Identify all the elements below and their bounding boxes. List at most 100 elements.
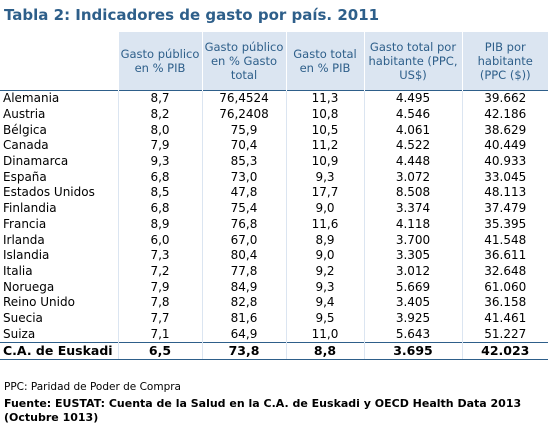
- cell-total-spending-gdp: 10,5: [285, 122, 364, 139]
- cell-public-spending-total: 76,4524: [201, 89, 286, 107]
- cell-country: Francia: [3, 216, 47, 231]
- cell-total-spending-gdp: 11,6: [285, 216, 364, 233]
- table-row: Alemania 8,7 76,4524 11,3 4.495 39.662: [0, 89, 548, 107]
- cell-country: Canada: [3, 138, 49, 153]
- cell-gdp-per-capita: 41.461: [461, 310, 548, 327]
- cell-country: Dinamarca: [3, 154, 69, 169]
- cell-country: Finlandia: [3, 201, 57, 216]
- cell-public-spending-gdp: 6,5: [117, 342, 202, 360]
- table-body: Alemania 8,7 76,4524 11,3 4.495 39.662 Austria…: [0, 89, 548, 360]
- cell-spending-per-capita: 5.669: [363, 279, 462, 295]
- cell-gdp-per-capita: 51.227: [461, 326, 548, 343]
- cell-spending-per-capita: 5.643: [363, 326, 462, 343]
- cell-spending-per-capita: 3.700: [363, 232, 462, 248]
- table-row: Noruega 7,9 84,9 9,3 5.669 61.060: [0, 279, 548, 295]
- cell-public-spending-total: 85,3: [201, 153, 286, 170]
- cell-country: Bélgica: [3, 122, 47, 137]
- cell-gdp-per-capita: 35.395: [461, 216, 548, 233]
- cell-total-spending-gdp: 9,5: [285, 310, 364, 327]
- table-row: Estados Unidos 8,5 47,8 17,7 8.508 48.113: [0, 185, 548, 201]
- cell-spending-per-capita: 3.405: [363, 294, 462, 311]
- cell-country: Suiza: [3, 326, 36, 341]
- cell-public-spending-total: 81,6: [201, 310, 286, 327]
- cell-spending-per-capita: 3.012: [363, 263, 462, 280]
- cell-country: España: [3, 169, 47, 184]
- table-row: Suiza 7,1 64,9 11,0 5.643 51.227: [0, 326, 548, 343]
- cell-public-spending-total: 73,0: [201, 169, 286, 186]
- cell-public-spending-gdp: 6,8: [117, 200, 202, 217]
- cell-gdp-per-capita: 42.186: [461, 106, 548, 123]
- cell-spending-per-capita: 3.072: [363, 169, 462, 186]
- cell-public-spending-gdp: 8,0: [117, 122, 202, 139]
- cell-spending-per-capita: 8.508: [363, 185, 462, 201]
- cell-country: Noruega: [3, 279, 55, 294]
- indicators-table: Gasto público en % PIB Gasto público en …: [0, 32, 548, 360]
- table-row: Reino Unido 7,8 82,8 9,4 3.405 36.158: [0, 294, 548, 311]
- table-row: Dinamarca 9,3 85,3 10,9 4.448 40.933: [0, 153, 548, 170]
- cell-public-spending-total: 47,8: [201, 185, 286, 201]
- table-row: Suecia 7,7 81,6 9,5 3.925 41.461: [0, 310, 548, 327]
- header-cell-public-spending-gdp: Gasto público en % PIB: [117, 32, 202, 91]
- cell-public-spending-total: 67,0: [201, 232, 286, 248]
- cell-public-spending-gdp: 6,8: [117, 169, 202, 186]
- cell-public-spending-total: 75,9: [201, 122, 286, 139]
- total-row: C.A. de Euskadi 6,5 73,8 8,8 3.695 42.023: [0, 342, 548, 360]
- cell-total-spending-gdp: 10,9: [285, 153, 364, 170]
- cell-spending-per-capita: 3.925: [363, 310, 462, 327]
- cell-public-spending-gdp: 7,3: [117, 247, 202, 264]
- cell-public-spending-total: 80,4: [201, 247, 286, 264]
- cell-public-spending-gdp: 6,0: [117, 232, 202, 248]
- header-row: Gasto público en % PIB Gasto público en …: [0, 32, 548, 91]
- table-row: Finlandia 6,8 75,4 9,0 3.374 37.479: [0, 200, 548, 217]
- cell-country: C.A. de Euskadi: [0, 342, 118, 360]
- cell-gdp-per-capita: 38.629: [461, 122, 548, 139]
- cell-country: Reino Unido: [3, 295, 75, 310]
- cell-total-spending-gdp: 11,0: [285, 326, 364, 343]
- table-row: Bélgica 8,0 75,9 10,5 4.061 38.629: [0, 122, 548, 139]
- cell-gdp-per-capita: 37.479: [461, 200, 548, 217]
- cell-gdp-per-capita: 40.449: [461, 138, 548, 154]
- cell-country: Alemania: [0, 89, 118, 107]
- cell-spending-per-capita: 4.061: [363, 122, 462, 139]
- cell-total-spending-gdp: 9,2: [285, 263, 364, 280]
- cell-gdp-per-capita: 40.933: [461, 153, 548, 170]
- cell-gdp-per-capita: 41.548: [461, 232, 548, 248]
- cell-total-spending-gdp: 11,3: [285, 89, 364, 107]
- cell-gdp-per-capita: 33.045: [461, 169, 548, 186]
- cell-total-spending-gdp: 17,7: [285, 185, 364, 201]
- cell-spending-per-capita: 3.305: [363, 247, 462, 264]
- table-row: Canada 7,9 70,4 11,2 4.522 40.449: [0, 138, 548, 154]
- cell-public-spending-gdp: 8,5: [117, 185, 202, 201]
- cell-public-spending-gdp: 7,8: [117, 294, 202, 311]
- cell-gdp-per-capita: 32.648: [461, 263, 548, 280]
- cell-public-spending-gdp: 7,9: [117, 279, 202, 295]
- table-title: Tabla 2: Indicadores de gasto por país. …: [4, 6, 380, 24]
- cell-public-spending-gdp: 7,9: [117, 138, 202, 154]
- cell-country: Irlanda: [3, 232, 45, 247]
- cell-total-spending-gdp: 9,0: [285, 247, 364, 264]
- header-cell-total-spending-gdp: Gasto total en % PIB: [285, 32, 364, 91]
- cell-public-spending-total: 77,8: [201, 263, 286, 280]
- cell-spending-per-capita: 4.495: [363, 89, 462, 107]
- header-cell-country: [0, 32, 118, 91]
- cell-gdp-per-capita: 42.023: [461, 342, 548, 360]
- cell-public-spending-gdp: 9,3: [117, 153, 202, 170]
- cell-public-spending-gdp: 7,1: [117, 326, 202, 343]
- cell-public-spending-gdp: 7,2: [117, 263, 202, 280]
- cell-total-spending-gdp: 9,4: [285, 294, 364, 311]
- cell-spending-per-capita: 4.118: [363, 216, 462, 233]
- table-row: Islandia 7,3 80,4 9,0 3.305 36.611: [0, 247, 548, 264]
- cell-country: Suecia: [3, 310, 43, 325]
- cell-public-spending-gdp: 8,9: [117, 216, 202, 233]
- cell-country: Italia: [3, 263, 33, 278]
- cell-total-spending-gdp: 10,8: [285, 106, 364, 123]
- cell-total-spending-gdp: 8,9: [285, 232, 364, 248]
- cell-public-spending-total: 82,8: [201, 294, 286, 311]
- cell-public-spending-gdp: 8,2: [117, 106, 202, 123]
- cell-public-spending-gdp: 7,7: [117, 310, 202, 327]
- table-row: Austria 8,2 76,2408 10,8 4.546 42.186: [0, 106, 548, 123]
- cell-total-spending-gdp: 9,3: [285, 169, 364, 186]
- table-row: España 6,8 73,0 9,3 3.072 33.045: [0, 169, 548, 186]
- cell-public-spending-total: 73,8: [201, 342, 286, 360]
- cell-country: Islandia: [3, 248, 50, 263]
